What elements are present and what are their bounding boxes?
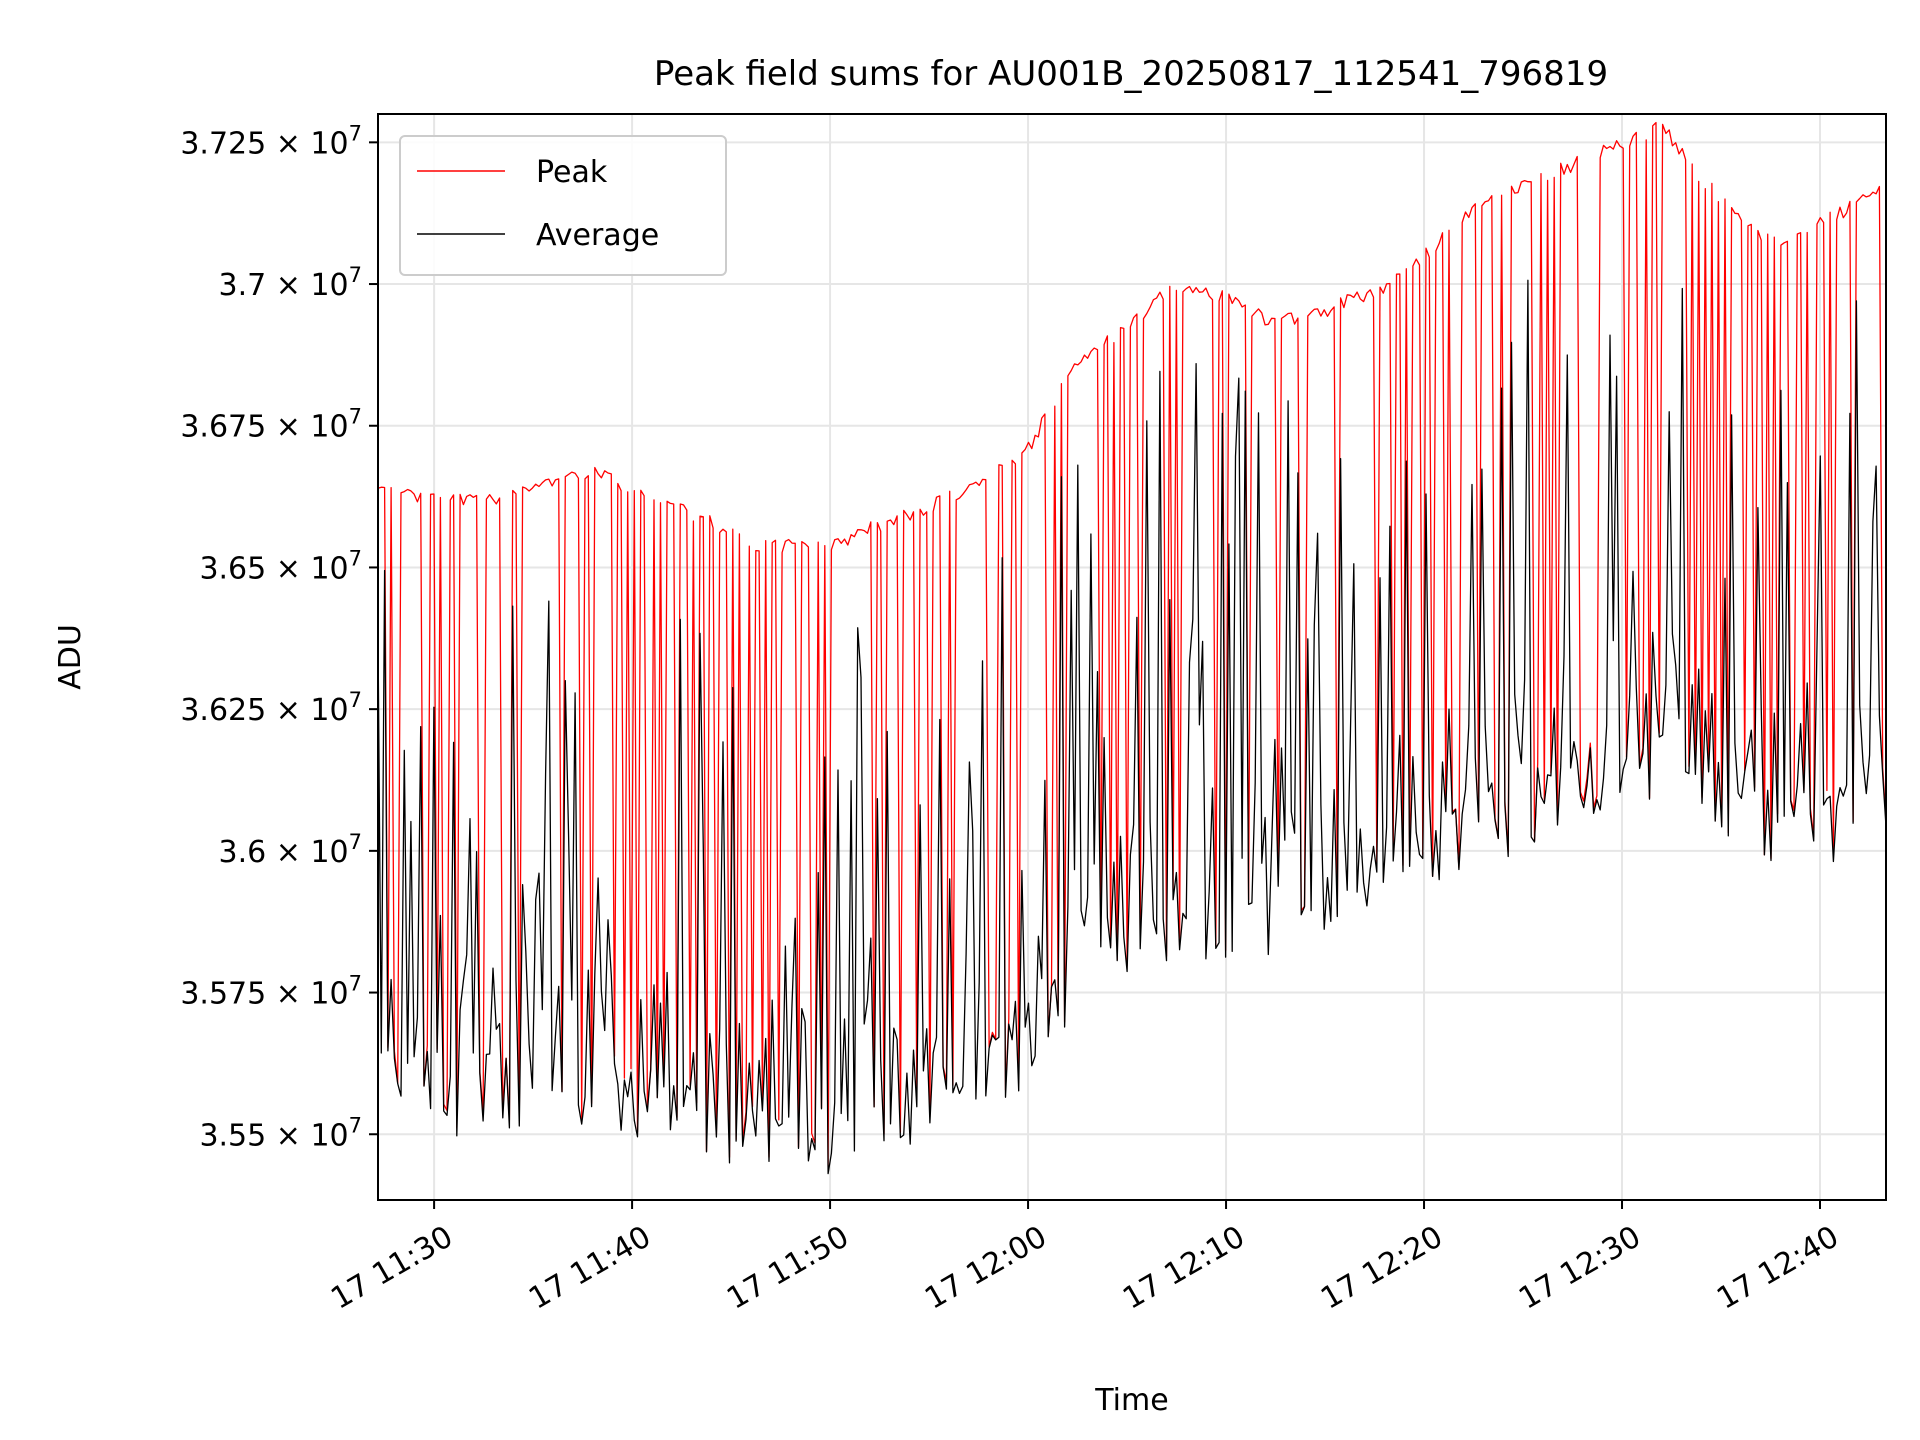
y-axis-label: ADU — [53, 624, 88, 690]
y-tick-label: 3.6 × 107 — [219, 830, 362, 870]
series-peak-line — [377, 121, 1887, 1167]
y-tick-label: 3.725 × 107 — [180, 121, 362, 161]
x-axis-label: Time — [1094, 1383, 1168, 1418]
y-tick-label: 3.7 × 107 — [219, 263, 362, 303]
y-tick-label: 3.675 × 107 — [180, 405, 362, 445]
plot-frame — [377, 113, 1887, 1201]
y-tick-label: 3.55 × 107 — [199, 1113, 362, 1153]
legend: Peak Average — [399, 135, 727, 276]
y-tick-label: 3.575 × 107 — [180, 972, 362, 1012]
y-axis: 3.55 × 107 3.575 × 107 3.6 × 107 3.625 × 10… — [180, 121, 378, 1153]
grid — [378, 114, 1886, 1200]
y-tick-label: 3.65 × 107 — [199, 546, 362, 586]
series-average-line — [377, 279, 1887, 1175]
legend-peak-label: Peak — [536, 155, 608, 190]
y-tick-label: 3.625 × 107 — [180, 688, 362, 728]
chart-title: Peak field sums for AU001B_20250817_1125… — [654, 54, 1608, 94]
series-layer — [377, 121, 1887, 1175]
legend-average-label: Average — [536, 218, 659, 253]
